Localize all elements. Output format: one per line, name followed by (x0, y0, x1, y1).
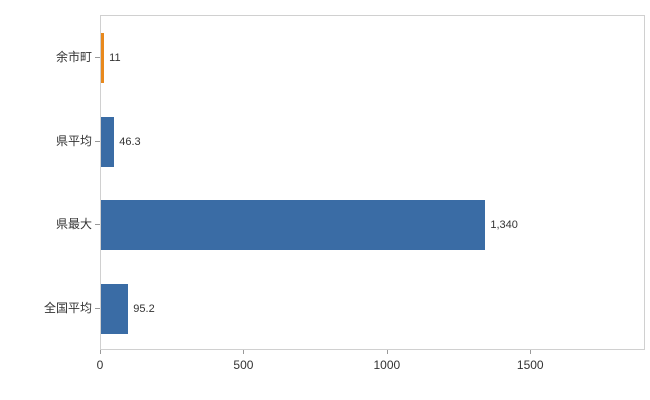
value-label-3: 95.2 (133, 303, 155, 316)
plot-area: 11 46.3 1,340 95.2 (100, 15, 645, 350)
x-tick-1 (243, 350, 245, 354)
x-tick-label-2: 1000 (373, 358, 401, 372)
x-tick-0 (100, 350, 101, 354)
bar-1 (101, 116, 115, 167)
x-tick-label-1: 500 (233, 358, 254, 372)
x-tick-label-0: 0 (96, 358, 104, 372)
bar-3 (101, 284, 129, 335)
category-label-3: 全国平均 (43, 301, 92, 316)
category-label-0: 余市町 (55, 49, 92, 64)
y-tick-0 (95, 56, 100, 58)
y-tick-3 (95, 308, 100, 310)
category-label-2: 県最大 (55, 217, 92, 232)
bar-2 (101, 200, 486, 251)
value-label-0: 11 (109, 51, 121, 64)
bar-0 (101, 32, 105, 83)
y-tick-1 (95, 140, 100, 142)
value-label-1: 46.3 (119, 135, 141, 148)
value-label-2: 1,340 (490, 219, 518, 232)
x-tick-2 (386, 350, 388, 354)
category-label-1: 県平均 (55, 133, 92, 148)
y-tick-2 (95, 224, 100, 226)
x-tick-3 (530, 350, 532, 354)
x-tick-label-3: 1500 (516, 358, 544, 372)
